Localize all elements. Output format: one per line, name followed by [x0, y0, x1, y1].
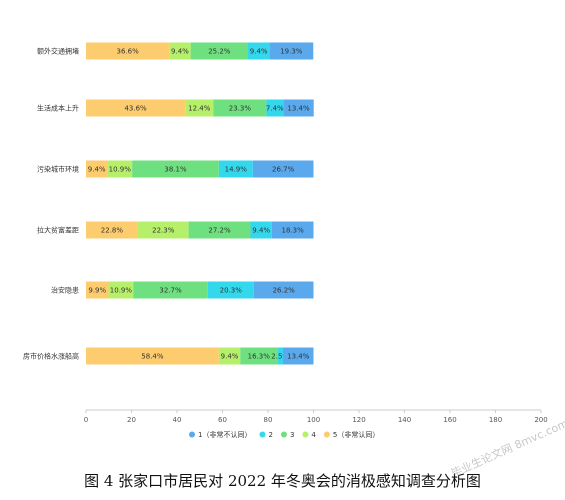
bar-value-label: 20.3% — [220, 287, 243, 295]
legend-label: 5（非常认同） — [333, 430, 379, 439]
category-label: 拉大贫富差距 — [37, 226, 79, 235]
bar-value-label: 14.9% — [225, 166, 248, 174]
bar-segment — [86, 221, 138, 239]
bar-segment — [185, 99, 214, 117]
bar-segment — [169, 42, 191, 60]
legend-label: 3 — [290, 431, 294, 439]
category-label: 污染城市环境 — [37, 165, 79, 174]
bar-value-label: 7.4% — [266, 105, 284, 113]
bar-segment — [188, 221, 251, 239]
x-tick-label: 180 — [489, 416, 502, 424]
category-label: 生活成本上升 — [37, 104, 79, 113]
bar-segment — [253, 281, 314, 299]
bar-segment — [240, 347, 278, 365]
bar-value-label: 13.4% — [287, 105, 310, 113]
bar-value-label: 18.3% — [282, 227, 305, 235]
bar-value-label: 9.9% — [88, 287, 106, 295]
bar-segment — [86, 99, 186, 117]
bar-segment — [108, 281, 134, 299]
bar-value-label: 19.3% — [280, 48, 303, 56]
bar-value-label: 38.1% — [164, 166, 187, 174]
x-tick-label: 100 — [307, 416, 320, 424]
bar-value-label: 9.4% — [171, 48, 189, 56]
bar-segment — [271, 221, 314, 239]
bar-value-label: 9.4% — [252, 227, 270, 235]
legend: 1（非常不认同） 2 3 4 5（非常认同） — [189, 430, 379, 439]
bar-segment — [207, 281, 254, 299]
bar-segment — [107, 160, 133, 178]
bar-segment — [137, 221, 189, 239]
bar-value-label: 9.4% — [221, 353, 239, 361]
x-tick-label: 60 — [218, 416, 227, 424]
bar-segment — [133, 281, 208, 299]
legend-label: 4 — [311, 431, 316, 439]
bar-segment — [250, 221, 272, 239]
bar-segment — [218, 160, 253, 178]
bar-value-label: 10.9% — [109, 166, 132, 174]
bar-value-label: 58.4% — [141, 353, 164, 361]
bar-segment — [213, 99, 267, 117]
x-tick-label: 160 — [443, 416, 456, 424]
x-tick-label: 120 — [352, 416, 365, 424]
bar-segment — [132, 160, 219, 178]
bar-segment — [269, 42, 314, 60]
legend-label: 2 — [268, 431, 272, 439]
legend-marker — [259, 431, 266, 438]
legend-marker — [323, 431, 330, 438]
bar-value-label: 9.4% — [88, 166, 106, 174]
bar-value-label: 26.7% — [272, 166, 295, 174]
bar-segment — [266, 99, 284, 117]
bar-segment — [190, 42, 248, 60]
bars-layer: 36.6% 9.4% 25.2% 9.4% 19.3% 43.6% 12.4% 23.3% 7.… — [86, 42, 314, 365]
bar-segment — [86, 160, 108, 178]
legend-marker — [302, 431, 309, 438]
bar-segment — [247, 42, 270, 60]
bar-segment — [218, 347, 241, 365]
legend-marker — [280, 431, 287, 438]
legend-label: 1（非常不认同） — [198, 430, 251, 439]
bar-segment — [86, 42, 170, 60]
bar-value-label: 16.3% — [248, 353, 271, 361]
bar-segment — [86, 347, 219, 365]
x-axis: 0 20 40 60 80 100 120 140 160 180 200 — [84, 409, 548, 424]
x-tick-label: 140 — [398, 416, 411, 424]
legend-marker — [189, 431, 195, 438]
bar-value-label: 12.4% — [188, 105, 211, 113]
figure-caption: 图 4 张家口市居民对 2022 年冬奥会的消极感知调查分析图 — [84, 472, 481, 490]
bar-segment — [252, 160, 314, 178]
bar-segment — [283, 347, 314, 365]
x-tick-label: 200 — [534, 416, 547, 424]
category-label: 治安隐患 — [51, 286, 79, 295]
bar-value-label: 13.4% — [287, 353, 310, 361]
x-tick-label: 80 — [264, 416, 273, 424]
stacked-bar-chart: 36.6% 9.4% 25.2% 9.4% 19.3% 43.6% 12.4% 23.3% 7.… — [23, 42, 548, 439]
bar-value-label: 2.5% — [271, 353, 289, 361]
bar-value-label: 36.6% — [117, 48, 140, 56]
x-tick-label: 20 — [127, 416, 136, 424]
bar-segment — [277, 347, 284, 365]
x-tick-label: 0 — [84, 416, 88, 424]
bar-value-label: 23.3% — [229, 105, 252, 113]
bar-value-label: 22.3% — [152, 227, 175, 235]
category-label: 房市价格水涨船高 — [23, 352, 79, 361]
bar-value-label: 10.9% — [110, 287, 133, 295]
bar-value-label: 26.2% — [273, 287, 296, 295]
x-tick-label: 40 — [173, 416, 182, 424]
bar-value-label: 43.6% — [124, 105, 147, 113]
bar-segment — [86, 281, 109, 299]
bar-value-label: 27.2% — [208, 227, 231, 235]
bar-value-label: 9.4% — [250, 48, 268, 56]
bar-segment — [283, 99, 314, 117]
category-label: 额外交通拥堵 — [37, 47, 79, 56]
bar-value-label: 32.7% — [159, 287, 182, 295]
bar-value-label: 25.2% — [208, 48, 231, 56]
bar-value-label: 22.8% — [101, 227, 124, 235]
